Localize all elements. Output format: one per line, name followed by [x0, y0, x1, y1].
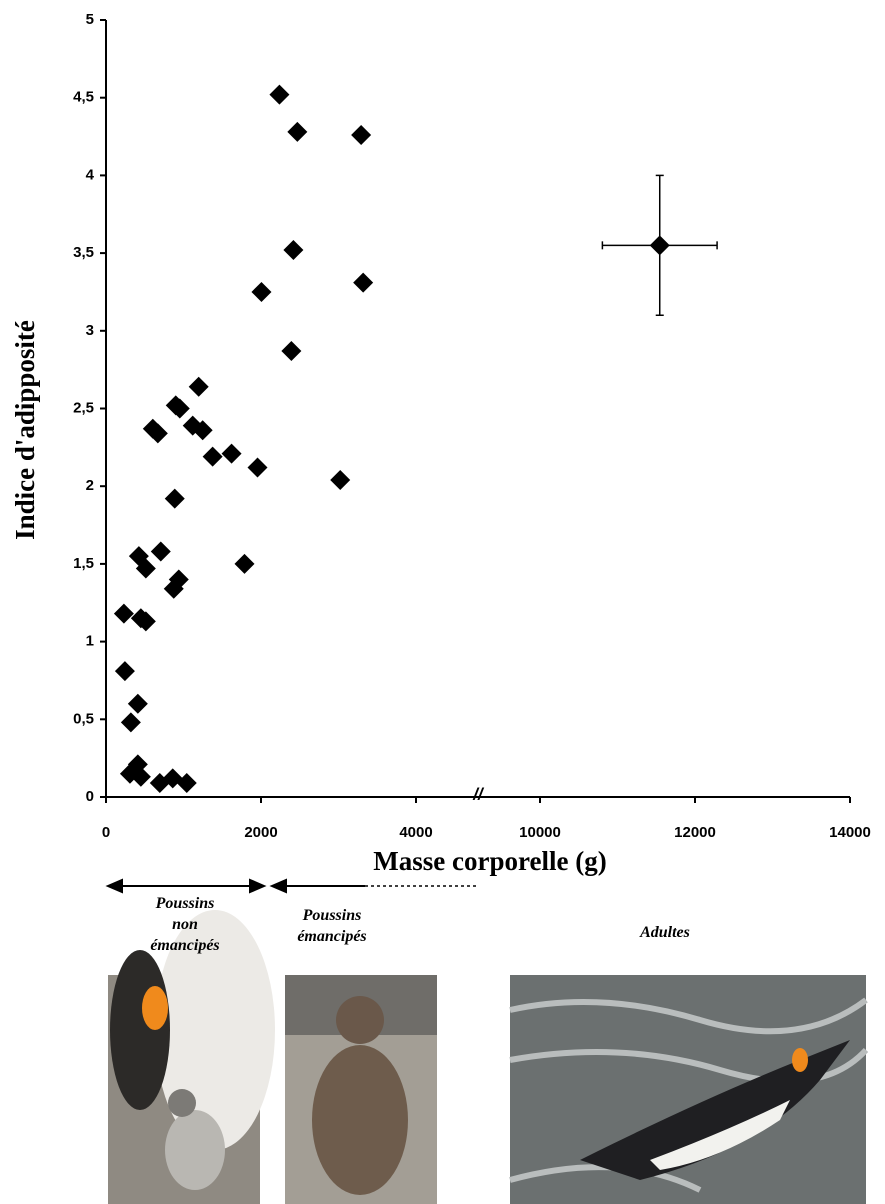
- data-point: [163, 578, 184, 599]
- data-point: [221, 443, 242, 464]
- group-label-line: non: [172, 916, 198, 933]
- data-point: [188, 376, 209, 397]
- data-point: [150, 541, 171, 562]
- data-point: [169, 398, 190, 419]
- data-point: [176, 773, 197, 794]
- x-tick-label: 12000: [674, 824, 716, 841]
- data-point: [147, 423, 168, 444]
- photo-chick-large: [285, 975, 437, 1204]
- group-label-line: Poussins: [155, 895, 215, 912]
- data-point: [353, 272, 374, 293]
- group-label-line: émancipés: [297, 928, 367, 945]
- group-label-line: Adultes: [640, 924, 690, 941]
- data-point: [330, 469, 351, 490]
- y-tick-label: 1: [86, 633, 94, 650]
- y-tick-label: 1,5: [73, 555, 94, 572]
- data-point: [234, 553, 255, 574]
- data-point: [351, 124, 372, 145]
- data-point: [283, 239, 304, 260]
- y-tick-label: 5: [86, 11, 94, 28]
- group-label: Adultes: [600, 922, 730, 943]
- data-point: [114, 661, 135, 682]
- y-tick-label: 3: [86, 322, 94, 339]
- axis-break: //: [472, 784, 485, 803]
- group-label-line: émancipés: [150, 937, 220, 954]
- data-point: [135, 611, 156, 632]
- data-point: [192, 420, 213, 441]
- data-point: [251, 281, 272, 302]
- x-tick-label: 2000: [244, 824, 277, 841]
- data-point: [287, 121, 308, 142]
- group-label-line: Poussins: [302, 907, 362, 924]
- x-axis-label: Masse corporelle (g): [373, 846, 606, 876]
- y-tick-label: 2,5: [73, 399, 94, 416]
- group-label: Poussins émancipés: [272, 905, 392, 947]
- y-tick-label: 4: [86, 166, 95, 183]
- y-tick-label: 4,5: [73, 89, 94, 106]
- x-tick-label: 4000: [399, 824, 432, 841]
- x-tick-label: 0: [102, 824, 110, 841]
- data-point: [135, 558, 156, 579]
- y-tick-label: 0,5: [73, 710, 94, 727]
- data-point: [247, 457, 268, 478]
- y-tick-label: 2: [86, 477, 94, 494]
- photo-chick-small: [108, 910, 275, 1204]
- group-label: Poussins non émancipés: [108, 893, 262, 956]
- x-tick-label: 14000: [829, 824, 871, 841]
- adult-point: [649, 235, 670, 256]
- x-tick-label: 10000: [519, 824, 561, 841]
- y-tick-label: 0: [86, 788, 94, 805]
- data-point: [164, 488, 185, 509]
- data-point: [130, 766, 151, 787]
- data-point: [127, 693, 148, 714]
- y-tick-label: 3,5: [73, 244, 94, 261]
- y-axis-label: Indice d'adipposité: [10, 320, 40, 540]
- data-point: [113, 603, 134, 624]
- data-point: [120, 712, 141, 733]
- group-arrows: [105, 878, 476, 894]
- photo-adult: [509, 975, 869, 1204]
- data-point: [281, 341, 302, 362]
- data-point: [202, 446, 223, 467]
- data-point: [269, 84, 290, 105]
